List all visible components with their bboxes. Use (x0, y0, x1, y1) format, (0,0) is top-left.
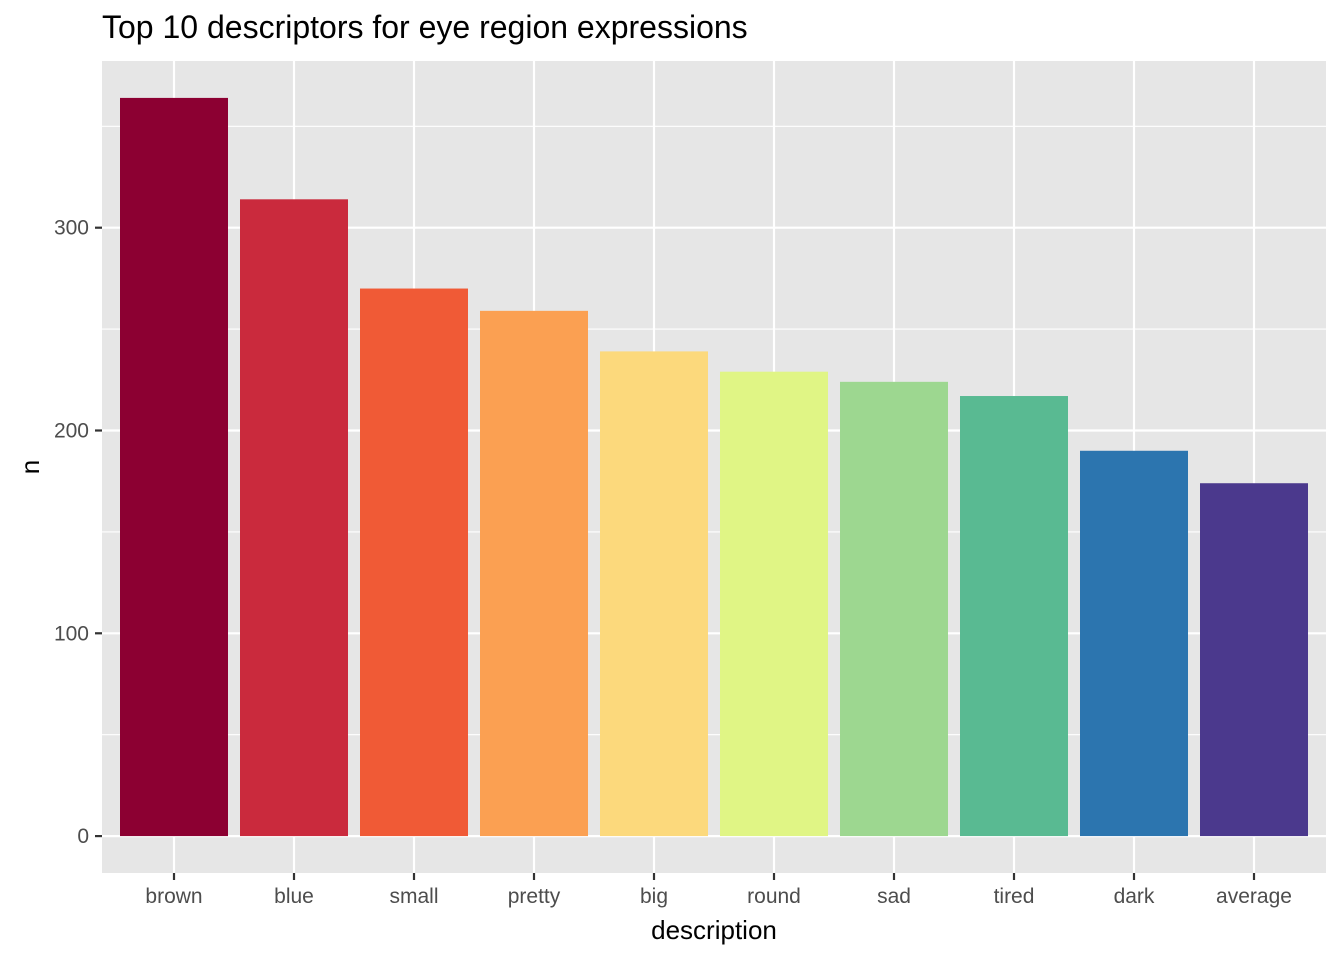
x-tick-label: sad (877, 885, 911, 908)
x-tick-label: big (640, 885, 668, 908)
x-tick-label: average (1216, 885, 1292, 908)
x-tick-label: pretty (508, 885, 561, 908)
y-axis: 0 100 200 300 (54, 217, 102, 848)
chart-title: Top 10 descriptors for eye region expres… (102, 9, 748, 45)
x-tick-label: blue (274, 885, 314, 908)
bar-blue (240, 199, 348, 837)
bars (120, 97, 1308, 837)
bar-round (720, 371, 828, 837)
y-axis-title: n (15, 460, 45, 474)
bar-tired (960, 396, 1068, 837)
y-tick-label: 200 (54, 419, 89, 442)
bar-small (360, 288, 468, 837)
bar-pretty (480, 310, 588, 837)
y-tick-label: 0 (77, 825, 89, 848)
bar-brown (120, 97, 228, 837)
bar-dark (1080, 450, 1188, 837)
bar-big (600, 351, 708, 837)
bar-average (1200, 483, 1308, 837)
x-tick-label: tired (994, 885, 1035, 908)
y-tick-label: 100 (54, 622, 89, 645)
x-tick-label: round (747, 885, 801, 908)
y-tick-label: 300 (54, 217, 89, 240)
x-axis-title: description (651, 915, 777, 945)
x-axis: brown blue small pretty big round sad tired dark… (145, 873, 1292, 908)
x-tick-label: small (389, 885, 438, 908)
x-tick-label: brown (145, 885, 202, 908)
x-tick-label: dark (1114, 885, 1155, 908)
bar-sad (840, 381, 948, 837)
